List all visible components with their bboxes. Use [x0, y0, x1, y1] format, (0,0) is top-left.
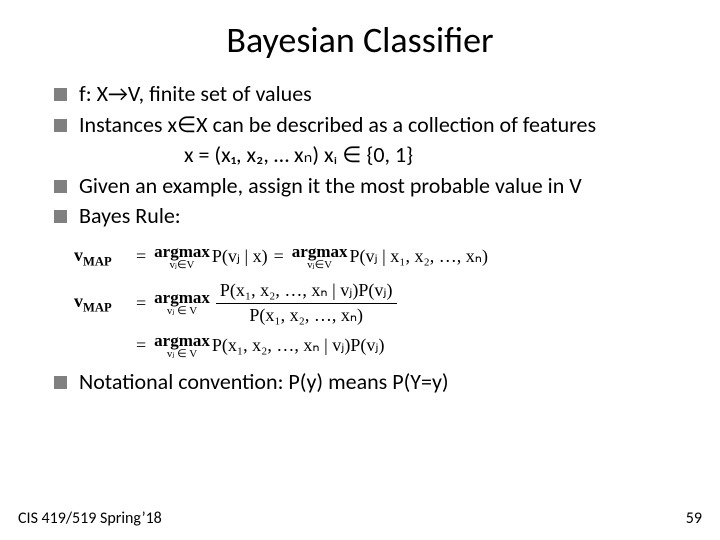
slide-title: Bayesian Classifier [36, 18, 684, 62]
fraction-denominator: P(x₁, x₂, …, xₙ) [245, 304, 367, 326]
formula-lhs: vMAP [74, 245, 130, 270]
formula-lhs-blank [74, 335, 130, 356]
bullet-item: Instances x∈X can be described as a coll… [54, 111, 684, 140]
bullet-text: Instances x∈X can be described as a coll… [79, 111, 684, 140]
bullet-text: Given an example, assign it the most pro… [79, 172, 684, 201]
indented-formula: x = (x₁, x₂, … xₙ) xᵢ ∈ {0, 1} [54, 141, 684, 170]
footer-course: CIS 419/519 Spring’18 [18, 509, 162, 528]
square-bullet-icon [54, 376, 67, 389]
square-bullet-icon [54, 88, 67, 101]
equals-sign: = [274, 246, 284, 267]
equals-sign: = [136, 293, 146, 314]
bullet-item: Notational convention: P(y) means P(Y=y) [54, 368, 684, 397]
bullet-item: Bayes Rule: [54, 202, 684, 231]
square-bullet-icon [54, 210, 67, 223]
content-area: f: X→V, finite set of values Instances x… [36, 80, 684, 396]
formula-lhs: vMAP [74, 291, 130, 316]
argmax-operator: argmax vⱼ ∈ V [154, 332, 210, 360]
bullet-item: f: X→V, finite set of values [54, 80, 684, 109]
equals-sign: = [136, 246, 146, 267]
bullet-item: Given an example, assign it the most pro… [54, 172, 684, 201]
formula-rhs: P(vⱼ | x) [212, 246, 268, 267]
formula-rhs: P(vⱼ | x₁, x₂, …, xₙ) [350, 246, 488, 267]
formula-line-3: = argmax vⱼ ∈ V P(x₁, x₂, …, xₙ | vⱼ)P(v… [74, 332, 684, 360]
fraction: P(x₁, x₂, …, xₙ | vⱼ)P(vⱼ) P(x₁, x₂, …, … [216, 281, 397, 326]
formula-line-1: vMAP = argmax vⱼ∈V P(vⱼ | x) = argmax vⱼ… [74, 243, 684, 271]
argmax-operator: argmax vⱼ∈V [154, 243, 210, 271]
bullet-text: Notational convention: P(y) means P(Y=y) [79, 368, 684, 397]
square-bullet-icon [54, 180, 67, 193]
footer-page-number: 59 [686, 509, 702, 528]
formula-line-2: vMAP = argmax vⱼ ∈ V P(x₁, x₂, …, xₙ | v… [74, 281, 684, 326]
formula-block: vMAP = argmax vⱼ∈V P(vⱼ | x) = argmax vⱼ… [74, 243, 684, 360]
square-bullet-icon [54, 119, 67, 132]
fraction-numerator: P(x₁, x₂, …, xₙ | vⱼ)P(vⱼ) [216, 281, 397, 304]
formula-rhs: P(x₁, x₂, …, xₙ | vⱼ)P(vⱼ) [212, 335, 385, 356]
equals-sign: = [136, 335, 146, 356]
argmax-operator: argmax vⱼ∈V [292, 243, 348, 271]
bullet-text: Bayes Rule: [79, 202, 684, 231]
slide: Bayesian Classifier f: X→V, finite set o… [0, 0, 720, 540]
bullet-text: f: X→V, finite set of values [79, 80, 684, 109]
footer: CIS 419/519 Spring’18 59 [18, 509, 702, 528]
argmax-operator: argmax vⱼ ∈ V [154, 289, 210, 317]
